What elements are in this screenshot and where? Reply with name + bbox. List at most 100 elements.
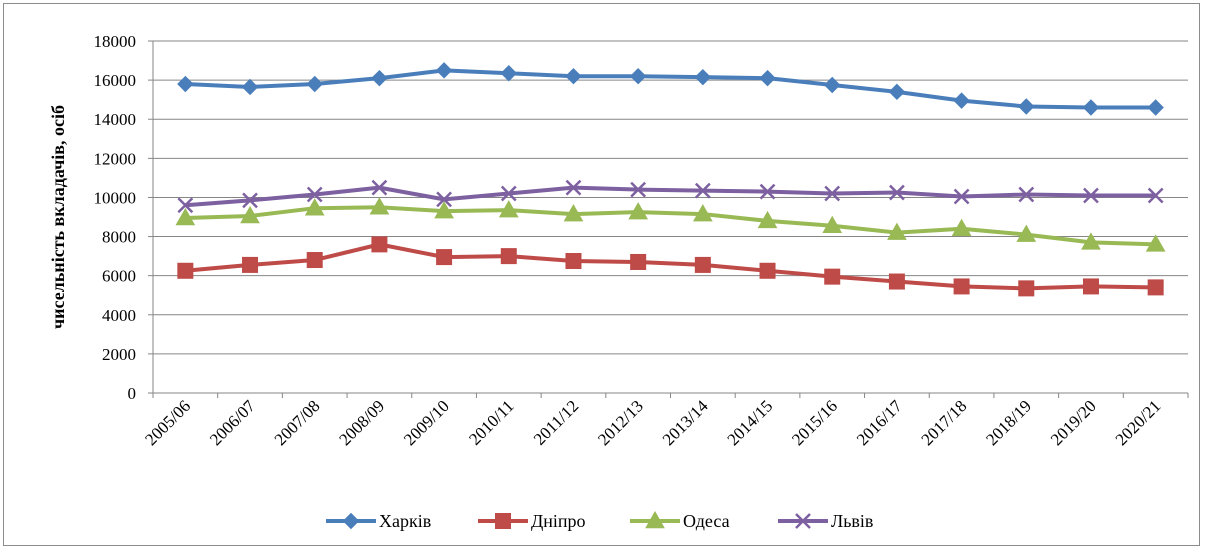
series-1-point (177, 75, 194, 93)
series-2-point (1147, 279, 1164, 296)
series-2-point (888, 273, 905, 290)
x-marker-stroke (953, 188, 970, 205)
series-3-point (1016, 224, 1037, 242)
series-4-point (1083, 187, 1099, 204)
series-2-point (1082, 278, 1099, 295)
x-tick-labels: 2005/06 2006/07 2007/08 2008/09 2009/10 2010/… (141, 396, 1164, 449)
x-tick-label: 2009/10 (400, 396, 453, 449)
series-1-point (306, 75, 323, 93)
series-4-point (630, 181, 647, 198)
series-4-point (306, 186, 323, 203)
x-tick-label: 2007/08 (271, 396, 324, 449)
legend-item-1: Харків (326, 511, 431, 531)
x-marker-stroke (242, 192, 258, 209)
series-3-point (369, 197, 390, 215)
series-3-point (498, 200, 519, 218)
series-4-point (824, 185, 841, 202)
series-2-point (694, 256, 711, 273)
series-1-point (888, 83, 906, 101)
legend-item-2: Дніпро (478, 511, 586, 531)
x-tick-label: 2016/17 (853, 396, 906, 449)
series-1-line (185, 68, 1156, 110)
series-2-point (953, 278, 970, 295)
chart-frame (3, 3, 1200, 546)
legend-item-4-label: Львів (831, 511, 873, 531)
series-4-point (500, 185, 517, 202)
x-marker-stroke (1083, 187, 1099, 204)
series-3-line (185, 205, 1156, 247)
series-2-point (242, 256, 259, 273)
series-4-point (177, 197, 194, 214)
series-4-point (953, 188, 970, 205)
series-group (175, 62, 1166, 297)
series-1 (177, 62, 1164, 116)
series-1-point (371, 69, 388, 87)
x-marker-stroke (371, 179, 388, 196)
y-tick-label: 0 (128, 384, 137, 403)
x-marker-stroke (795, 513, 811, 529)
series-3 (175, 197, 1166, 252)
series-2-point (371, 236, 388, 253)
series-3-point (563, 204, 584, 222)
y-tick-label: 8000 (102, 228, 136, 247)
series-1-point (759, 69, 776, 87)
legend-item-3-marker (645, 510, 665, 529)
series-1-point (435, 62, 453, 79)
series-2-line (185, 242, 1156, 291)
x-marker-stroke (889, 184, 905, 201)
series-4-point (371, 179, 388, 196)
series-3-point (951, 218, 972, 236)
series-3-point (887, 222, 907, 240)
series-1-point (241, 78, 259, 96)
x-tick-label: 2006/07 (206, 396, 259, 449)
series-4-point (889, 184, 905, 201)
x-tick-label: 2014/15 (724, 396, 777, 449)
legend-item-1-marker (342, 512, 360, 530)
x-tick-label: 2017/18 (918, 396, 971, 449)
x-tick-label: 2019/20 (1047, 396, 1100, 449)
series-1-point (1147, 99, 1164, 116)
series-3-point (692, 204, 713, 222)
series-3-point (628, 202, 649, 220)
x-tick-label: 2013/14 (659, 396, 712, 449)
series-1-point (694, 68, 712, 86)
series-2-point (759, 262, 776, 279)
series-3-point (1081, 232, 1101, 250)
x-marker-stroke (1018, 186, 1035, 203)
series-2-point (436, 249, 453, 266)
x-marker-stroke (565, 179, 582, 196)
x-tick-label: 2018/19 (982, 396, 1035, 449)
x-marker-stroke (436, 191, 452, 208)
series-2-point (177, 262, 194, 279)
y-tick-label: 18000 (94, 32, 137, 51)
series-2-point (630, 253, 647, 270)
series-4-point (1018, 186, 1035, 203)
y-tick-label: 2000 (102, 345, 136, 364)
x-marker-stroke (630, 181, 647, 198)
series-4-point (436, 191, 452, 208)
series-2 (177, 236, 1164, 297)
legend-item-1-label: Харків (379, 511, 431, 531)
series-3-point (304, 198, 325, 216)
legend-item-4: Львів (778, 511, 873, 531)
gridlines (153, 40, 1188, 355)
y-tick-label: 16000 (94, 71, 137, 90)
legend: Харків Дніпро Одеса Львів (326, 510, 873, 531)
legend-item-2-label: Дніпро (531, 511, 586, 531)
series-4 (177, 179, 1164, 214)
y-axis-title: чисельність вкладачів, осіб (48, 105, 68, 329)
x-tick-label: 2005/06 (141, 396, 194, 449)
series-4-point (694, 182, 711, 199)
series-3-point (434, 201, 454, 219)
x-tick-label: 2011/12 (530, 396, 582, 448)
series-1-point (953, 92, 970, 109)
series-3-point (175, 207, 196, 226)
y-tick-labels: 0 2000 4000 6000 8000 10000 12000 14000 16000 180… (94, 32, 137, 403)
x-tick-label: 2012/13 (594, 396, 647, 449)
x-tick-label: 2015/16 (788, 396, 841, 449)
x-marker-stroke (1147, 187, 1164, 204)
x-marker-stroke (500, 185, 517, 202)
series-2-point (824, 268, 841, 285)
x-marker-stroke (177, 197, 194, 214)
